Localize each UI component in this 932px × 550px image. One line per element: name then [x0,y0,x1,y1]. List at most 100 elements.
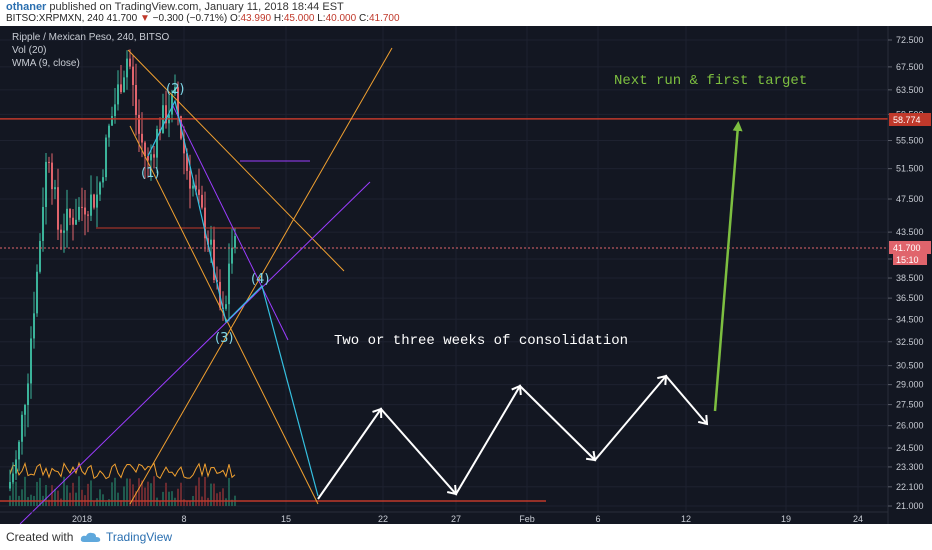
candle-body [150,154,152,161]
candle-body [183,138,185,154]
volume-bar [141,480,143,506]
target-text: Next run & first target [614,73,807,89]
target-badge-label: 58.774 [893,115,921,125]
low-value: 40.000 [325,13,357,24]
volume-bar [204,476,206,506]
candle-body [234,236,236,248]
candle-body [210,239,212,245]
volume-bar [66,485,68,506]
volume-bar [48,499,50,506]
volume-bar [207,497,209,506]
candle-body [18,441,20,460]
wave-label-4: (4) [251,272,269,287]
wave-label-3: (3) [215,331,233,346]
last-price-badge [889,241,931,254]
author-link[interactable]: othaner [6,1,47,13]
y-tick-label: 51.500 [896,164,924,174]
x-tick-label: 24 [853,514,863,524]
volume-bar [57,490,59,506]
volume-bar [81,489,83,506]
volume-bar [135,491,137,506]
open-value: 43.990 [240,13,272,24]
volume-wma-line [9,461,236,480]
annotations: (1) (2) (3) (4) Two or three weeks of co… [141,73,807,349]
volume-bar [150,483,152,506]
y-tick-label: 36.500 [896,293,924,303]
x-tick-label: 27 [451,514,461,524]
close-value: 41.700 [368,13,400,24]
x-tick-label: 12 [681,514,691,524]
candle-body [144,142,146,157]
purple-down-line [171,103,289,341]
candle-body [231,247,233,264]
y-tick-label: 22.100 [896,482,924,492]
chart-area[interactable]: 72.50067.50063.50059.50055.50051.50047.5… [0,26,932,524]
candle-body [111,116,113,126]
arrowhead [697,414,709,426]
candle-body [174,87,176,94]
volume-bar [138,478,140,506]
candle-body [129,58,131,67]
open-label: O: [229,13,241,24]
y-tick-label: 21.000 [896,501,924,511]
candle-body [45,161,47,207]
x-tick-label: Feb [519,514,535,524]
volume-bar [114,477,116,506]
time-axis[interactable]: 2018 8 15 22 27 Feb 6 12 19 24 [0,511,888,524]
symbol-label: BITSO:XRPMXN, 240 [6,13,104,24]
volume-bar [195,485,197,506]
close-label: C: [358,13,369,24]
y-tick-label: 27.500 [896,400,924,410]
candle-body [117,84,119,105]
volume-bar [225,498,227,506]
chart-header: othaner published on TradingView.com, Ja… [0,0,932,26]
footer: Created with TradingView [0,524,932,550]
candle-body [27,383,29,405]
candle-body [54,187,56,190]
change-value: −0.300 (−0.71%) [152,13,228,24]
volume-bar [159,501,161,506]
arrowhead [657,374,668,386]
price-chart[interactable]: 72.50067.50063.50059.50055.50051.50047.5… [0,26,932,524]
volume-bar [222,488,224,506]
volume-bar [120,500,122,506]
volume-bar [186,501,188,506]
volume-bar [180,482,182,506]
target-badge [889,113,931,126]
volume-bar [72,482,74,506]
y-tick-label: 38.500 [896,273,924,283]
candle-body [90,194,92,216]
y-tick-label: 43.500 [896,227,924,237]
y-tick-label: 32.500 [896,337,924,347]
volume-bar [111,482,113,506]
high-label: H: [273,13,284,24]
volume-bar [39,477,41,506]
x-tick-label: 2018 [72,514,92,524]
candle-body [66,208,68,231]
volume-bar [87,483,89,506]
volume-bar [144,487,146,506]
arrowhead [511,384,522,396]
price-axis[interactable]: 72.50067.50063.50059.50055.50051.50047.5… [887,26,924,524]
candle-body [153,154,155,158]
orange-rising-line [129,47,393,505]
volume-bar [183,499,185,506]
candle-body [72,217,74,225]
volume-bar [96,498,98,506]
candle-body [147,156,149,161]
volume-bar [219,491,221,506]
candle-body [192,185,194,189]
candle-body [42,206,44,241]
tradingview-brand[interactable]: TradingView [106,530,173,544]
y-tick-label: 55.500 [896,135,924,145]
last-price-badge-label: 41.700 [893,243,921,253]
candle-body [21,414,23,442]
volume-bar [105,501,107,506]
volume-bar [198,477,200,506]
wave-label-1: (1) [141,166,159,181]
volume-bar [63,476,65,506]
publish-info: othaner published on TradingView.com, Ja… [6,1,344,13]
y-tick-label: 67.500 [896,62,924,72]
y-tick-label: 47.500 [896,194,924,204]
wave-label-2: (2) [166,82,184,97]
